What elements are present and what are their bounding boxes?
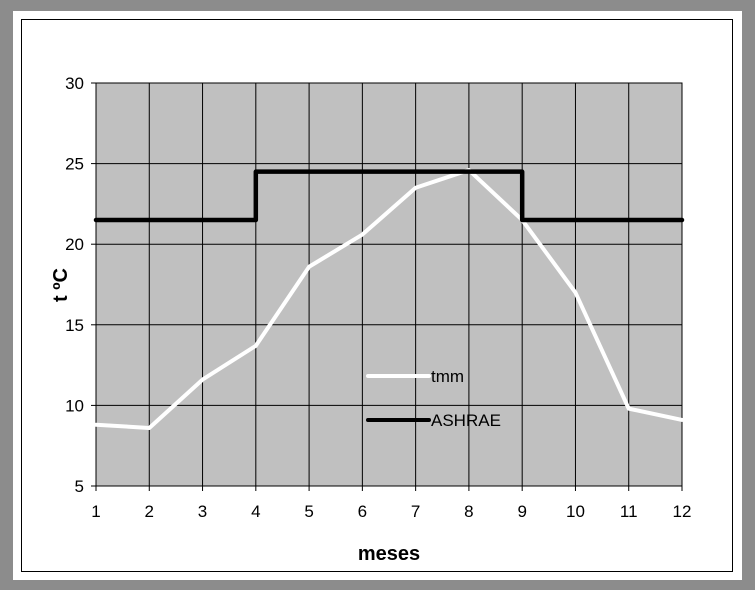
data-point-ashrae-10 xyxy=(574,219,577,222)
x-axis-title: meses xyxy=(358,543,420,565)
data-point-ashrae-5 xyxy=(308,170,311,173)
data-point-tmm-11 xyxy=(627,407,630,410)
data-point-tmm-7 xyxy=(414,186,417,189)
series-line-ashrae xyxy=(93,169,685,223)
x-tick-label: 2 xyxy=(145,502,154,521)
x-tick-label: 6 xyxy=(358,502,367,521)
data-point-ashrae-7 xyxy=(414,170,417,173)
data-point-tmm-12 xyxy=(681,418,684,421)
y-tick-label: 20 xyxy=(65,235,84,254)
x-tick-label: 4 xyxy=(251,502,260,521)
x-tick-label: 1 xyxy=(91,502,100,521)
data-point-tmm-2 xyxy=(148,426,151,429)
x-tick-label: 3 xyxy=(198,502,207,521)
series-layer xyxy=(93,168,685,430)
x-tick-label: 7 xyxy=(411,502,420,521)
data-point-tmm-4 xyxy=(254,344,257,347)
series-line-tmm xyxy=(94,168,684,430)
data-point-ashrae-8 xyxy=(467,170,470,173)
data-point-ashrae-3 xyxy=(201,219,204,222)
y-tick-label: 25 xyxy=(65,155,84,174)
x-tick-label: 5 xyxy=(304,502,313,521)
legend-ashrae-label: ASHRAE xyxy=(431,411,501,430)
data-point-ashrae-9 xyxy=(521,219,524,222)
grid-lines xyxy=(95,82,683,487)
y-tick-label: 5 xyxy=(75,477,84,496)
data-point-ashrae-4 xyxy=(254,170,257,173)
y-tick-label: 10 xyxy=(65,396,84,415)
data-point-tmm-5 xyxy=(308,265,311,268)
data-point-tmm-1 xyxy=(95,423,98,426)
y-tick-label: 30 xyxy=(65,74,84,93)
y-axis-title: t ºC xyxy=(50,268,72,302)
x-tick-label: 10 xyxy=(566,502,585,521)
data-point-ashrae-1 xyxy=(95,219,98,222)
data-point-tmm-6 xyxy=(361,233,364,236)
plot-area xyxy=(95,82,683,487)
x-tick-label: 12 xyxy=(673,502,692,521)
data-point-ashrae-2 xyxy=(148,219,151,222)
x-tick-label: 8 xyxy=(464,502,473,521)
data-point-tmm-3 xyxy=(201,378,204,381)
data-point-ashrae-12 xyxy=(681,219,684,222)
x-tick-label: 11 xyxy=(620,502,638,521)
data-point-ashrae-6 xyxy=(361,170,364,173)
data-point-tmm-10 xyxy=(574,291,577,294)
legend: tmm ASHRAE xyxy=(366,367,501,430)
y-tick-label: 15 xyxy=(65,316,84,335)
legend-tmm-label: tmm xyxy=(431,367,464,386)
x-tick-label: 9 xyxy=(517,502,526,521)
data-point-ashrae-11 xyxy=(627,219,630,222)
